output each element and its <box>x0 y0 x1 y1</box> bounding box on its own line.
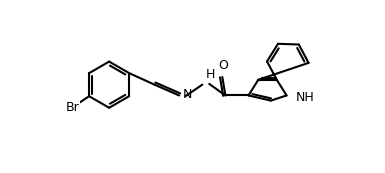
Text: NH: NH <box>296 91 315 104</box>
Text: O: O <box>218 59 228 72</box>
Text: N: N <box>182 88 192 101</box>
Text: Br: Br <box>65 101 79 114</box>
Text: H: H <box>206 68 216 81</box>
